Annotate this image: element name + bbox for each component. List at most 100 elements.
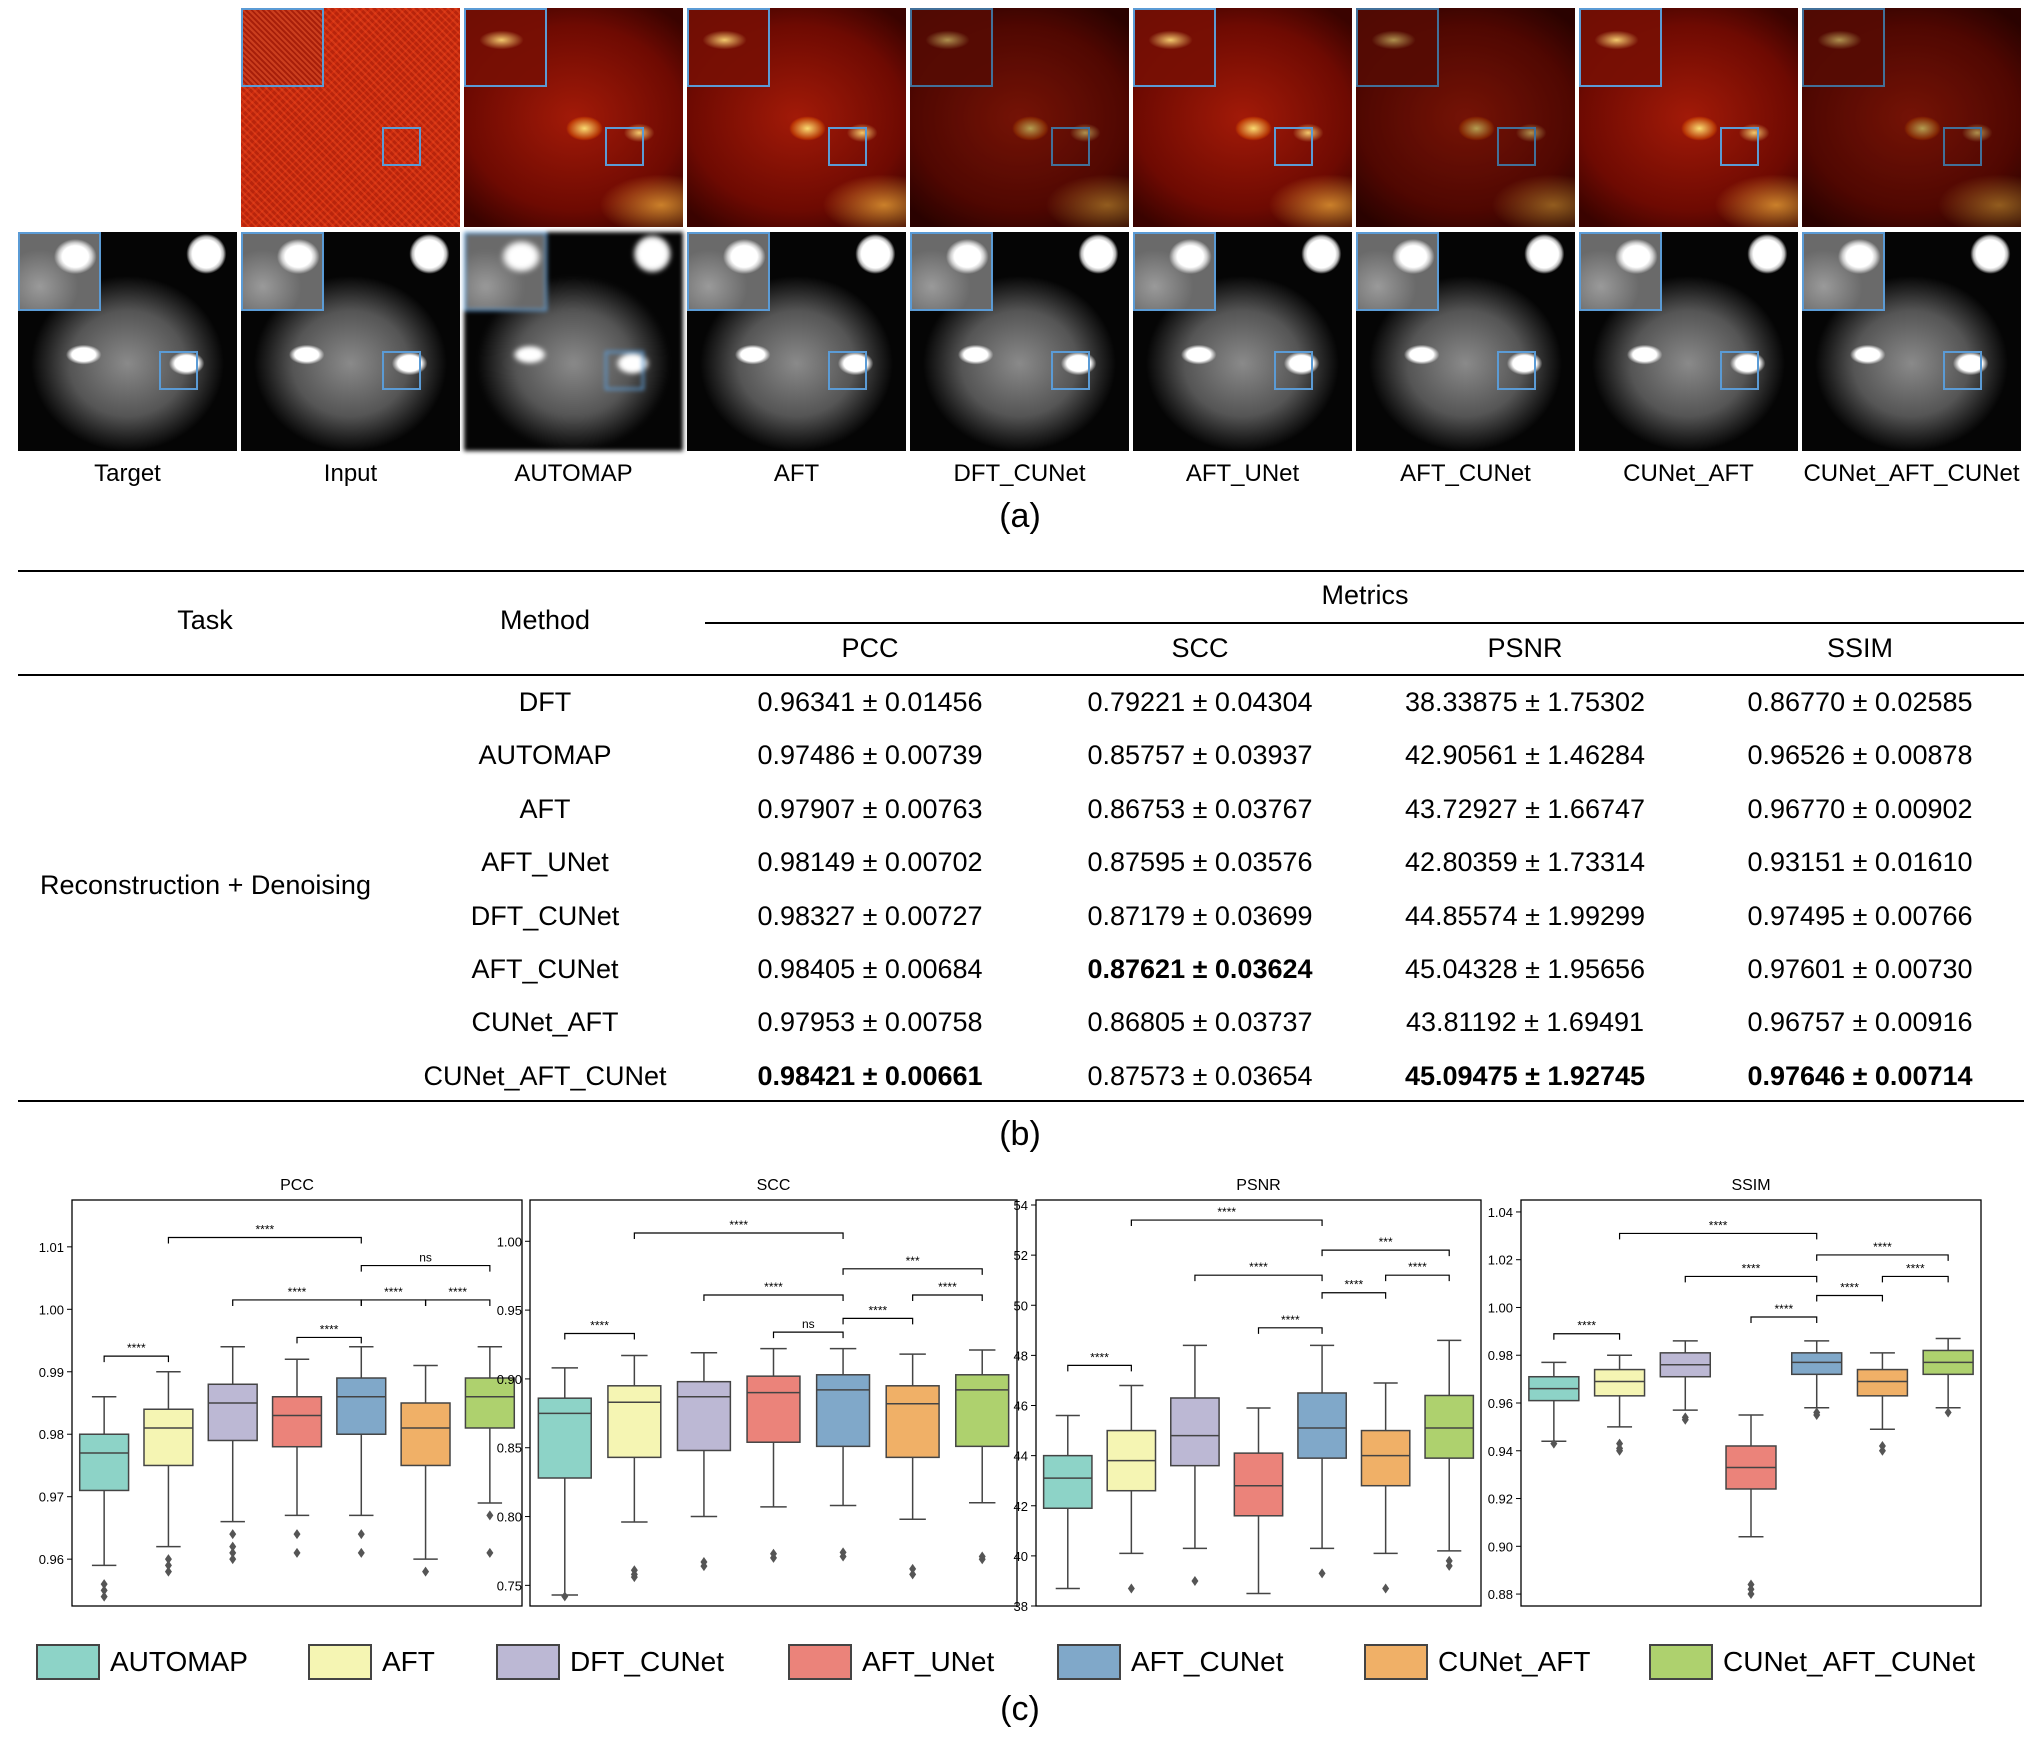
plot-frame [1035,1199,1482,1607]
box-iqr [1424,1394,1475,1459]
cell-pcc: 0.98327 ± 0.00727 [757,900,983,931]
roi-box [1943,351,1982,390]
outlier-point [1127,1583,1135,1594]
panel-a-label: (a) [999,497,1041,535]
box-cunet_aft [400,1364,451,1577]
column-caption: AFT_CUNet [1400,460,1531,487]
outlier-point [630,1572,638,1583]
cell-method: AUTOMAP [478,740,612,771]
roi-box [1051,127,1090,166]
box-aft_unet [271,1358,323,1558]
plot-title: PSNR [1236,1177,1280,1194]
outlier-point [1445,1560,1453,1571]
error-map-aft_unet [1133,8,1352,227]
cell-psnr: 44.85574 ± 1.99299 [1404,900,1646,931]
outlier-point [1191,1575,1199,1586]
cell-method: AFT_UNet [481,847,609,878]
cell-method: CUNet_AFT [471,1007,619,1038]
cell-psnr: 45.09475 ± 1.92745 [1404,1060,1646,1091]
y-tick-label: 0.90 [497,1372,522,1387]
box-cunet_aft_cunet [1424,1339,1475,1571]
box-automap [78,1396,130,1602]
zoom-inset [1579,8,1662,87]
significance-label: **** [729,1218,748,1232]
box-iqr [1790,1352,1843,1376]
error-map-cunet_aft_cunet [1802,8,2021,227]
box-dft_cunet [1659,1340,1712,1425]
legend-swatch [1057,1644,1121,1680]
column-caption: CUNet_AFT_CUNet [1803,460,2020,487]
outlier-point [978,1554,986,1565]
header-scc: SCC [1171,633,1229,663]
significance-label: **** [256,1222,275,1236]
cell-ssim: 0.86770 ± 0.02585 [1747,687,1973,717]
box-cunet_aft [1360,1382,1411,1594]
cell-method: DFT_CUNet [470,900,620,931]
box-automap [537,1367,592,1602]
cell-scc: 0.86805 ± 0.03737 [1087,1007,1313,1038]
zoom-inset [464,8,547,87]
y-tick-label: 0.98 [1488,1348,1513,1363]
cell-ssim: 0.97495 ± 0.00766 [1747,900,1973,931]
cell-method: AFT [519,793,571,824]
outlier-point [229,1529,237,1540]
cell-method: AFT_CUNet [471,954,619,984]
cell-ssim: 0.96770 ± 0.00902 [1747,793,1973,824]
significance-label: **** [764,1280,783,1294]
y-tick-label: 0.98 [39,1427,64,1442]
legend-swatch [308,1644,372,1680]
significance-label: **** [127,1341,146,1355]
cell-psnr: 38.33875 ± 1.75302 [1404,687,1646,717]
cell-scc: 0.87573 ± 0.03654 [1087,1060,1313,1091]
box-aft [1106,1384,1157,1594]
outlier-point [357,1547,365,1558]
outlier-point [561,1591,569,1602]
box-automap [1042,1414,1093,1590]
box-iqr [143,1408,194,1467]
cell-pcc: 0.97953 ± 0.00758 [757,1007,983,1038]
mri-image-cunet_aft [1579,232,1798,451]
box-dft_cunet [207,1346,258,1565]
y-tick-label: 0.85 [497,1441,522,1456]
zoom-inset [18,232,101,311]
roi-box [1497,127,1536,166]
mri-image-dft_cunet [910,232,1129,451]
y-tick-label: 44 [1014,1449,1028,1464]
significance-label: **** [384,1285,403,1299]
y-tick-label: 0.75 [497,1578,522,1593]
box-iqr [1297,1392,1347,1459]
y-tick-label: 0.97 [39,1490,64,1505]
significance-bracket [912,1294,983,1301]
outlier-point [293,1547,301,1558]
significance-bracket [564,1332,635,1340]
roi-box [828,127,867,166]
significance-bracket [1684,1275,1818,1283]
cell-pcc: 0.97907 ± 0.00763 [757,793,983,824]
box-aft_cunet [1790,1340,1843,1420]
box-aft_cunet [815,1347,871,1562]
plot-title: SSIM [1731,1177,1770,1194]
column-caption: CUNet_AFT [1623,460,1754,487]
outlier-point [1878,1445,1886,1456]
significance-label: **** [288,1285,307,1299]
zoom-inset [687,232,770,311]
significance-bracket [1750,1316,1818,1324]
y-tick-label: 0.96 [39,1552,64,1567]
outlier-point [164,1554,172,1565]
boxplot-psnr: PSNR384042444648505254******************… [1014,1177,1482,1614]
y-tick-label: 0.95 [497,1303,522,1318]
y-tick-label: 46 [1014,1399,1028,1414]
y-tick-label: 50 [1014,1298,1028,1313]
y-tick-label: 0.92 [1488,1492,1513,1507]
y-tick-label: 0.96 [1488,1396,1513,1411]
significance-label: **** [938,1280,957,1294]
box-iqr [1233,1452,1284,1517]
box-dft_cunet [1170,1344,1220,1586]
significance-label: **** [1249,1260,1268,1274]
column-caption: DFT_CUNet [953,460,1086,487]
outlier-point [1944,1407,1952,1418]
header-ssim: SSIM [1826,633,1893,663]
significance-bracket [167,1236,362,1244]
outlier-point [100,1579,108,1590]
metrics-sub-rule [705,622,2024,624]
